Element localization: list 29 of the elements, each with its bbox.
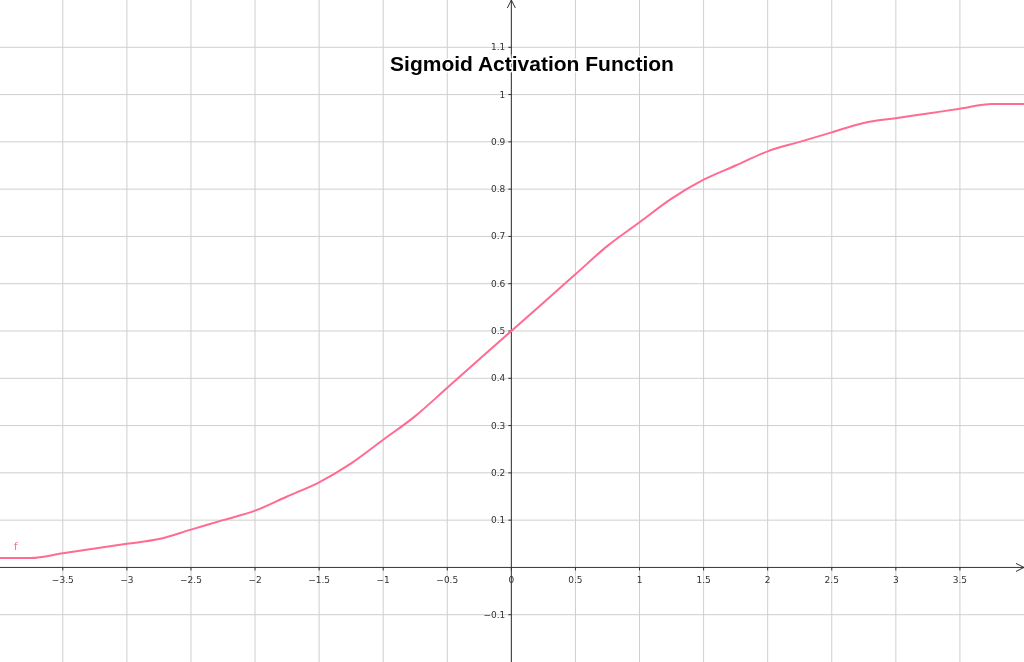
x-tick-label: 0 [508,575,515,586]
x-tick-label: 1.5 [696,575,711,586]
x-tick-label: −3.5 [51,575,74,586]
y-tick-label: 0.1 [491,515,506,526]
x-tick-label: 3.5 [952,575,968,586]
y-tick-label: 0.5 [491,326,506,336]
line-series [0,103,1024,559]
y-tick-label: 0.9 [491,136,506,147]
y-tick-label: 0.4 [491,373,506,384]
x-tick-label: 2.5 [824,575,839,586]
x-tick-label: −1 [376,575,390,586]
series-label: f [14,540,18,552]
y-tick-label: 0.2 [491,467,506,478]
x-tick-label: 1 [636,575,643,586]
y-tick-label: 0.6 [491,278,506,289]
y-tick-label: 0.3 [491,420,506,431]
x-tick-label: −2 [248,575,262,586]
y-tick-label: 0.8 [491,184,506,195]
x-tick-label: 0.5 [568,575,583,586]
y-tick-label: 1 [499,89,506,100]
y-tick-label: 0.7 [491,231,506,242]
y-tick-label: −0.1 [483,609,506,620]
x-tick-label: −2.5 [180,575,202,586]
x-tick-label: −1.5 [308,575,331,586]
x-tick-label: −3 [120,575,134,586]
y-tick-label: 1.1 [491,42,506,53]
x-tick-label: 3 [892,575,899,586]
x-tick-label: 2 [764,575,771,586]
x-tick-label: −0.5 [436,575,459,586]
